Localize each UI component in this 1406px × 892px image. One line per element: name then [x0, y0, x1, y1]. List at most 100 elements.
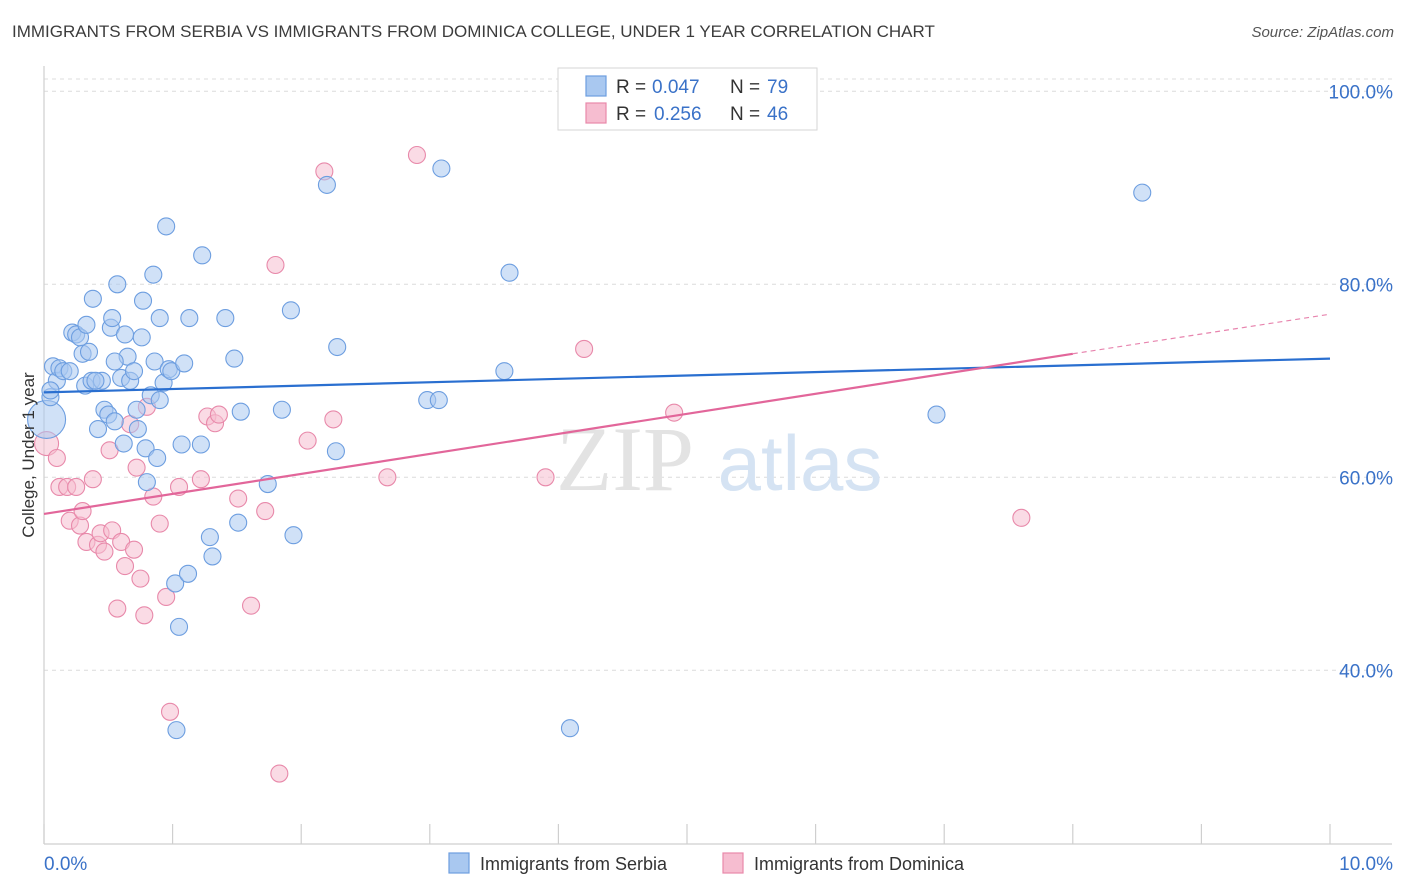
legend-swatch-dominica — [585, 102, 607, 124]
dominica-point — [160, 702, 180, 721]
dominica-point — [135, 606, 154, 625]
dominica-point — [115, 557, 135, 576]
dominica-point — [298, 431, 317, 450]
legend-r-label-dominica: R = — [616, 104, 646, 125]
watermark-atlas: atlas — [718, 419, 883, 507]
serbia-trend-line — [43, 357, 1331, 394]
serbia-point — [157, 217, 176, 236]
dominica-point — [241, 596, 261, 615]
dominica-point — [1012, 508, 1031, 527]
watermark: ZIP atlas — [556, 408, 882, 510]
dominica-point — [407, 145, 426, 165]
serbia-point — [166, 574, 185, 593]
serbia-point — [169, 617, 189, 636]
serbia-point — [83, 289, 102, 308]
dominica-point — [157, 587, 176, 607]
serbia-point — [114, 434, 133, 453]
serbia-point — [105, 412, 124, 431]
legend-r-value-serbia: 0.047 — [652, 77, 700, 98]
serbia-point — [328, 337, 347, 357]
dominica-trend-extension — [1072, 313, 1331, 355]
serbia-point — [500, 263, 519, 282]
serbia-point — [77, 315, 96, 334]
dominica-point — [131, 569, 150, 588]
dominica-point — [575, 339, 594, 359]
x-tick-label: 10.0% — [1339, 854, 1393, 875]
serbia-point — [145, 352, 164, 371]
serbia-point — [127, 400, 146, 419]
x-tick-label: 0.0% — [44, 854, 87, 875]
dominica-point — [229, 489, 248, 508]
serbia-point — [115, 325, 135, 344]
serbia-point — [284, 526, 303, 545]
dominica-point — [191, 470, 210, 489]
serbia-point — [60, 362, 79, 381]
serbia-point — [132, 328, 151, 347]
serbia-point — [231, 402, 250, 421]
y-tick-label: 80.0% — [1339, 275, 1393, 296]
serbia-point — [103, 309, 122, 328]
serbia-point — [281, 301, 300, 320]
serbia-point — [167, 721, 186, 740]
dominica-point — [266, 255, 285, 275]
serbia-point — [133, 291, 153, 310]
serbia-point — [1133, 183, 1152, 202]
serbia-point — [203, 547, 222, 566]
serbia-point — [317, 175, 336, 194]
legend-item-dominica-label: Immigrants from Dominica — [754, 854, 965, 874]
dominica-point — [209, 405, 228, 424]
serbia-point — [495, 362, 514, 381]
legend-item-serbia-swatch — [448, 852, 470, 874]
legend-n-value-serbia: 79 — [767, 77, 788, 98]
serbia-point — [272, 400, 291, 419]
serbia-point — [229, 513, 248, 532]
serbia-point — [193, 246, 212, 265]
chart-source: Source: ZipAtlas.com — [1251, 24, 1394, 41]
legend-item-dominica-swatch — [722, 852, 744, 874]
legend-swatch-serbia — [585, 75, 607, 97]
dominica-point — [73, 502, 92, 521]
serbia-point — [172, 435, 191, 454]
dominica-point — [95, 542, 114, 561]
tick-labels: 40.0% 60.0% 80.0% 100.0% 0.0% 10.0% — [44, 82, 1393, 875]
dominica-point — [324, 410, 343, 429]
dominica-point — [665, 403, 684, 422]
serbia-point — [136, 439, 155, 458]
dominica-point — [270, 764, 289, 783]
serbia-point — [326, 442, 345, 461]
dominica-point — [536, 468, 555, 487]
serbia-point — [88, 419, 108, 439]
serbia-point — [200, 528, 219, 547]
correlation-legend: R = 0.047 N = 79 R = 0.256 N = 46 — [557, 67, 818, 131]
serbia-point — [927, 405, 946, 424]
legend-item-serbia-label: Immigrants from Serbia — [480, 854, 668, 874]
chart-title: IMMIGRANTS FROM SERBIA VS IMMIGRANTS FRO… — [12, 22, 935, 41]
legend-n-label-serbia: N = — [730, 77, 760, 98]
dominica-point — [47, 448, 66, 468]
dominica-point — [127, 458, 146, 477]
y-tick-label: 100.0% — [1329, 82, 1394, 103]
dominica-trend-line — [43, 352, 1073, 516]
serbia-point — [150, 391, 169, 410]
dominica-point — [108, 599, 127, 618]
dominica-point — [83, 470, 102, 489]
y-tick-label: 40.0% — [1339, 661, 1393, 682]
serbia-point — [175, 354, 194, 373]
dominica-point — [124, 540, 144, 559]
serbia-point — [41, 381, 60, 400]
legend-r-value-dominica: 0.256 — [654, 104, 702, 125]
serbia-point — [79, 342, 99, 361]
dominica-point — [150, 514, 169, 533]
y-axis-label: College, Under 1 year — [19, 372, 38, 538]
serbia-point — [144, 265, 163, 284]
trend-lines — [43, 313, 1331, 516]
serbia-point — [128, 419, 147, 439]
series-legend: Immigrants from Serbia Immigrants from D… — [448, 852, 965, 874]
legend-n-label-dominica: N = — [730, 104, 760, 125]
serbia-point — [216, 309, 235, 328]
serbia-point — [191, 435, 210, 454]
serbia-point — [225, 349, 244, 368]
dominica-point — [378, 468, 397, 487]
serbia-point — [137, 473, 156, 492]
